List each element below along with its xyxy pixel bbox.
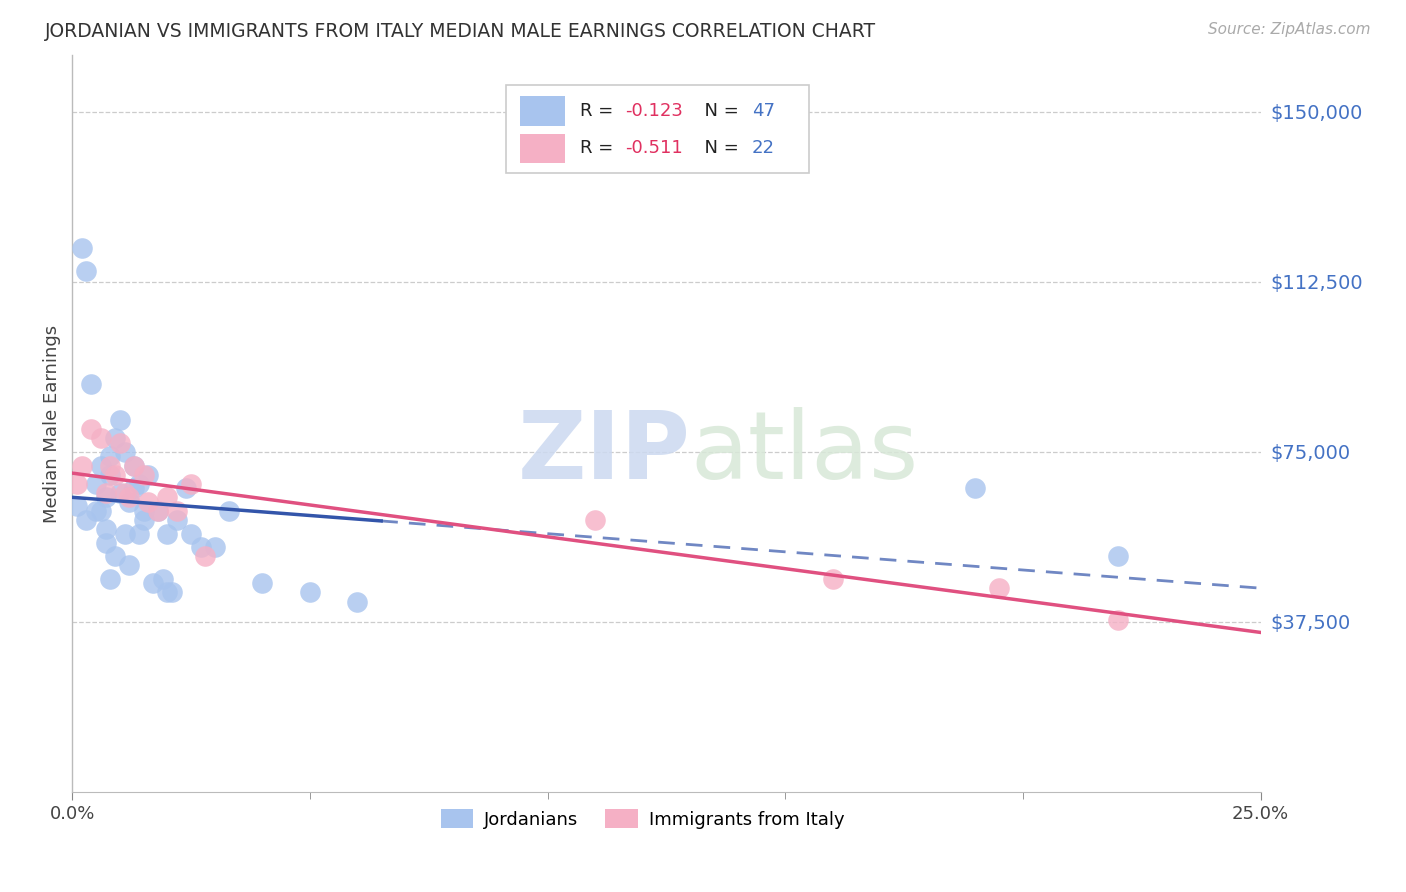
Point [118,490,141,504]
Point [76,263,98,277]
Point [156,526,179,541]
Point [988,581,1011,595]
Point [298,585,321,599]
Point [108,413,131,427]
Point [114,485,136,500]
Point [122,458,145,473]
Point [146,504,169,518]
Text: 22: 22 [752,139,775,157]
Point [90,458,112,473]
Point [118,558,141,573]
Point [114,445,136,459]
Legend: Jordanians, Immigrants from Italy: Jordanians, Immigrants from Italy [433,802,852,836]
Point [94,535,117,549]
Text: JORDANIAN VS IMMIGRANTS FROM ITALY MEDIAN MALE EARNINGS CORRELATION CHART: JORDANIAN VS IMMIGRANTS FROM ITALY MEDIA… [45,22,876,41]
Point [84,504,107,518]
Point [104,467,127,482]
FancyBboxPatch shape [506,85,808,173]
Point [176,481,198,495]
Point [160,585,183,599]
Text: Source: ZipAtlas.com: Source: ZipAtlas.com [1208,22,1371,37]
Point [94,490,117,504]
Point [166,504,188,518]
Text: -0.511: -0.511 [624,139,682,157]
Point [108,435,131,450]
Point [80,376,103,391]
Point [166,513,188,527]
Point [156,490,179,504]
Point [104,549,127,564]
Point [98,572,121,586]
Text: R =: R = [579,103,619,120]
Point [821,572,844,586]
Point [190,540,212,554]
Point [180,526,202,541]
Point [98,450,121,464]
Point [965,481,987,495]
Point [132,467,155,482]
Point [128,526,150,541]
Point [194,549,217,564]
Point [80,422,103,436]
Point [218,504,240,518]
Point [1107,549,1129,564]
Point [108,485,131,500]
Point [70,241,93,255]
Point [132,513,155,527]
Text: -0.123: -0.123 [624,103,683,120]
Point [146,504,169,518]
Point [156,585,179,599]
Text: N =: N = [693,139,744,157]
Text: R =: R = [579,139,619,157]
Point [346,594,368,608]
Text: 47: 47 [752,103,775,120]
Point [1107,613,1129,627]
Point [104,431,127,445]
Point [142,576,165,591]
Point [122,458,145,473]
Text: N =: N = [693,103,744,120]
Point [66,476,89,491]
Point [252,576,274,591]
Point [94,522,117,536]
Point [90,504,112,518]
Point [94,485,117,500]
Point [98,467,121,482]
Point [128,476,150,491]
Bar [520,134,565,163]
Point [204,540,226,554]
Point [136,495,159,509]
Point [152,572,174,586]
Point [118,495,141,509]
Point [132,504,155,518]
Point [90,431,112,445]
Point [76,513,98,527]
Point [583,513,606,527]
Point [84,476,107,491]
Point [122,481,145,495]
Point [70,458,93,473]
Point [98,458,121,473]
Bar [520,96,565,126]
Point [136,467,159,482]
Point [114,526,136,541]
Y-axis label: Median Male Earnings: Median Male Earnings [44,325,60,523]
Point [66,500,89,514]
Point [180,476,202,491]
Text: ZIP: ZIP [517,407,690,499]
Text: atlas: atlas [690,407,918,499]
